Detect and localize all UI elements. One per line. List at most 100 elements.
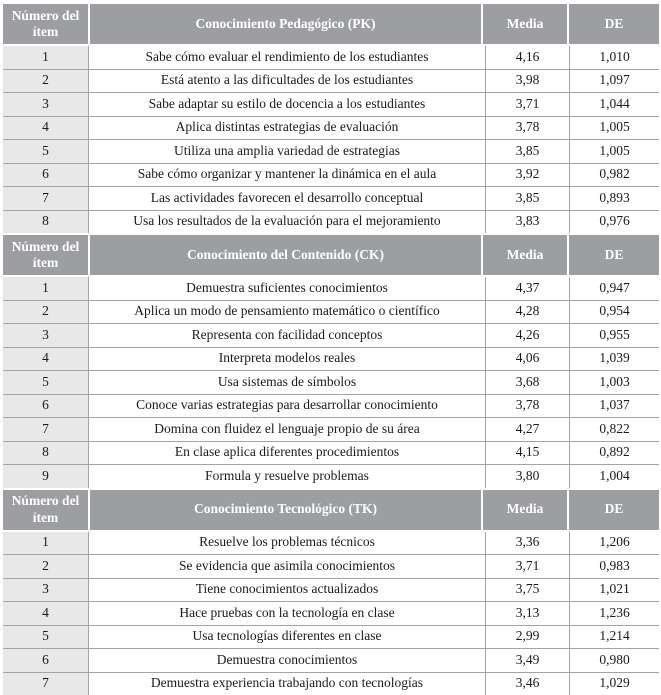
media-column-header: Media [483, 4, 567, 44]
item-number-cell: 8 [3, 211, 88, 234]
media-value-cell: 3,80 [485, 465, 569, 488]
de-value-cell: 0,983 [569, 555, 659, 578]
de-value-cell: 1,097 [569, 70, 659, 93]
de-value-cell: 1,044 [569, 93, 659, 116]
media-column-header: Media [483, 490, 567, 530]
de-value-cell: 1,003 [569, 371, 659, 394]
media-value-cell: 3,46 [485, 673, 569, 695]
item-number-cell: 6 [3, 649, 88, 672]
media-value-cell: 4,28 [485, 301, 569, 324]
item-description-cell: En clase aplica diferentes procedimiento… [88, 442, 485, 465]
item-number-cell: 1 [3, 532, 88, 555]
item-description-cell: Domina con fluidez el lenguaje propio de… [88, 418, 485, 441]
item-number-cell: 9 [3, 465, 88, 488]
de-value-cell: 0,980 [569, 649, 659, 672]
de-value-cell: 1,039 [569, 348, 659, 371]
media-value-cell: 3,75 [485, 579, 569, 602]
media-value-cell: 3,92 [485, 164, 569, 187]
media-value-cell: 4,37 [485, 277, 569, 300]
item-description-cell: Usa tecnologías diferentes en clase [88, 626, 485, 649]
de-value-cell: 0,893 [569, 187, 659, 210]
item-number-cell: 7 [3, 187, 88, 210]
de-value-cell: 1,004 [569, 465, 659, 488]
item-number-cell: 7 [3, 673, 88, 695]
item-number-cell: 2 [3, 301, 88, 324]
de-value-cell: 0,947 [569, 277, 659, 300]
item-number-cell: 6 [3, 164, 88, 187]
de-value-cell: 1,206 [569, 532, 659, 555]
de-value-cell: 0,982 [569, 164, 659, 187]
item-number-cell: 4 [3, 348, 88, 371]
media-value-cell: 4,27 [485, 418, 569, 441]
item-number-cell: 3 [3, 93, 88, 116]
item-description-cell: Sabe cómo evaluar el rendimiento de los … [88, 46, 485, 69]
item-column-header: Número del ítem [3, 235, 88, 275]
item-description-cell: Las actividades favorecen el desarrollo … [88, 187, 485, 210]
de-value-cell: 0,954 [569, 301, 659, 324]
section-title-header: Conocimiento Pedagógico (PK) [90, 4, 481, 44]
item-description-cell: Conoce varias estrategias para desarroll… [88, 395, 485, 418]
media-value-cell: 4,15 [485, 442, 569, 465]
de-value-cell: 1,021 [569, 579, 659, 602]
item-number-cell: 5 [3, 371, 88, 394]
media-value-cell: 3,36 [485, 532, 569, 555]
media-value-cell: 4,16 [485, 46, 569, 69]
item-description-cell: Usa los resultados de la evaluación para… [88, 211, 485, 234]
item-number-cell: 4 [3, 602, 88, 625]
item-number-cell: 3 [3, 324, 88, 347]
item-description-cell: Representa con facilidad conceptos [88, 324, 485, 347]
item-description-cell: Demuestra conocimientos [88, 649, 485, 672]
media-value-cell: 3,71 [485, 555, 569, 578]
media-value-cell: 3,83 [485, 211, 569, 234]
de-value-cell: 1,236 [569, 602, 659, 625]
item-description-cell: Está atento a las dificultades de los es… [88, 70, 485, 93]
de-value-cell: 1,037 [569, 395, 659, 418]
item-column-header: Número del ítem [3, 4, 88, 44]
media-value-cell: 4,06 [485, 348, 569, 371]
media-value-cell: 3,13 [485, 602, 569, 625]
de-column-header: DE [569, 235, 659, 275]
item-description-cell: Demuestra suficientes conocimientos [88, 277, 485, 300]
item-description-cell: Aplica un modo de pensamiento matemático… [88, 301, 485, 324]
section-title-header: Conocimiento Tecnológico (TK) [90, 490, 481, 530]
item-number-cell: 5 [3, 626, 88, 649]
media-value-cell: 4,26 [485, 324, 569, 347]
item-description-cell: Se evidencia que asimila conocimientos [88, 555, 485, 578]
item-number-cell: 3 [3, 579, 88, 602]
de-value-cell: 1,214 [569, 626, 659, 649]
media-value-cell: 3,71 [485, 93, 569, 116]
de-value-cell: 1,029 [569, 673, 659, 695]
section-title-header: Conocimiento del Contenido (CK) [90, 235, 481, 275]
item-description-cell: Resuelve los problemas técnicos [88, 532, 485, 555]
media-value-cell: 3,85 [485, 140, 569, 163]
de-value-cell: 1,010 [569, 46, 659, 69]
item-number-cell: 7 [3, 418, 88, 441]
de-value-cell: 1,005 [569, 140, 659, 163]
media-value-cell: 3,78 [485, 117, 569, 140]
de-value-cell: 0,976 [569, 211, 659, 234]
media-value-cell: 3,49 [485, 649, 569, 672]
media-value-cell: 3,98 [485, 70, 569, 93]
item-column-header: Número del ítem [3, 490, 88, 530]
item-number-cell: 1 [3, 277, 88, 300]
